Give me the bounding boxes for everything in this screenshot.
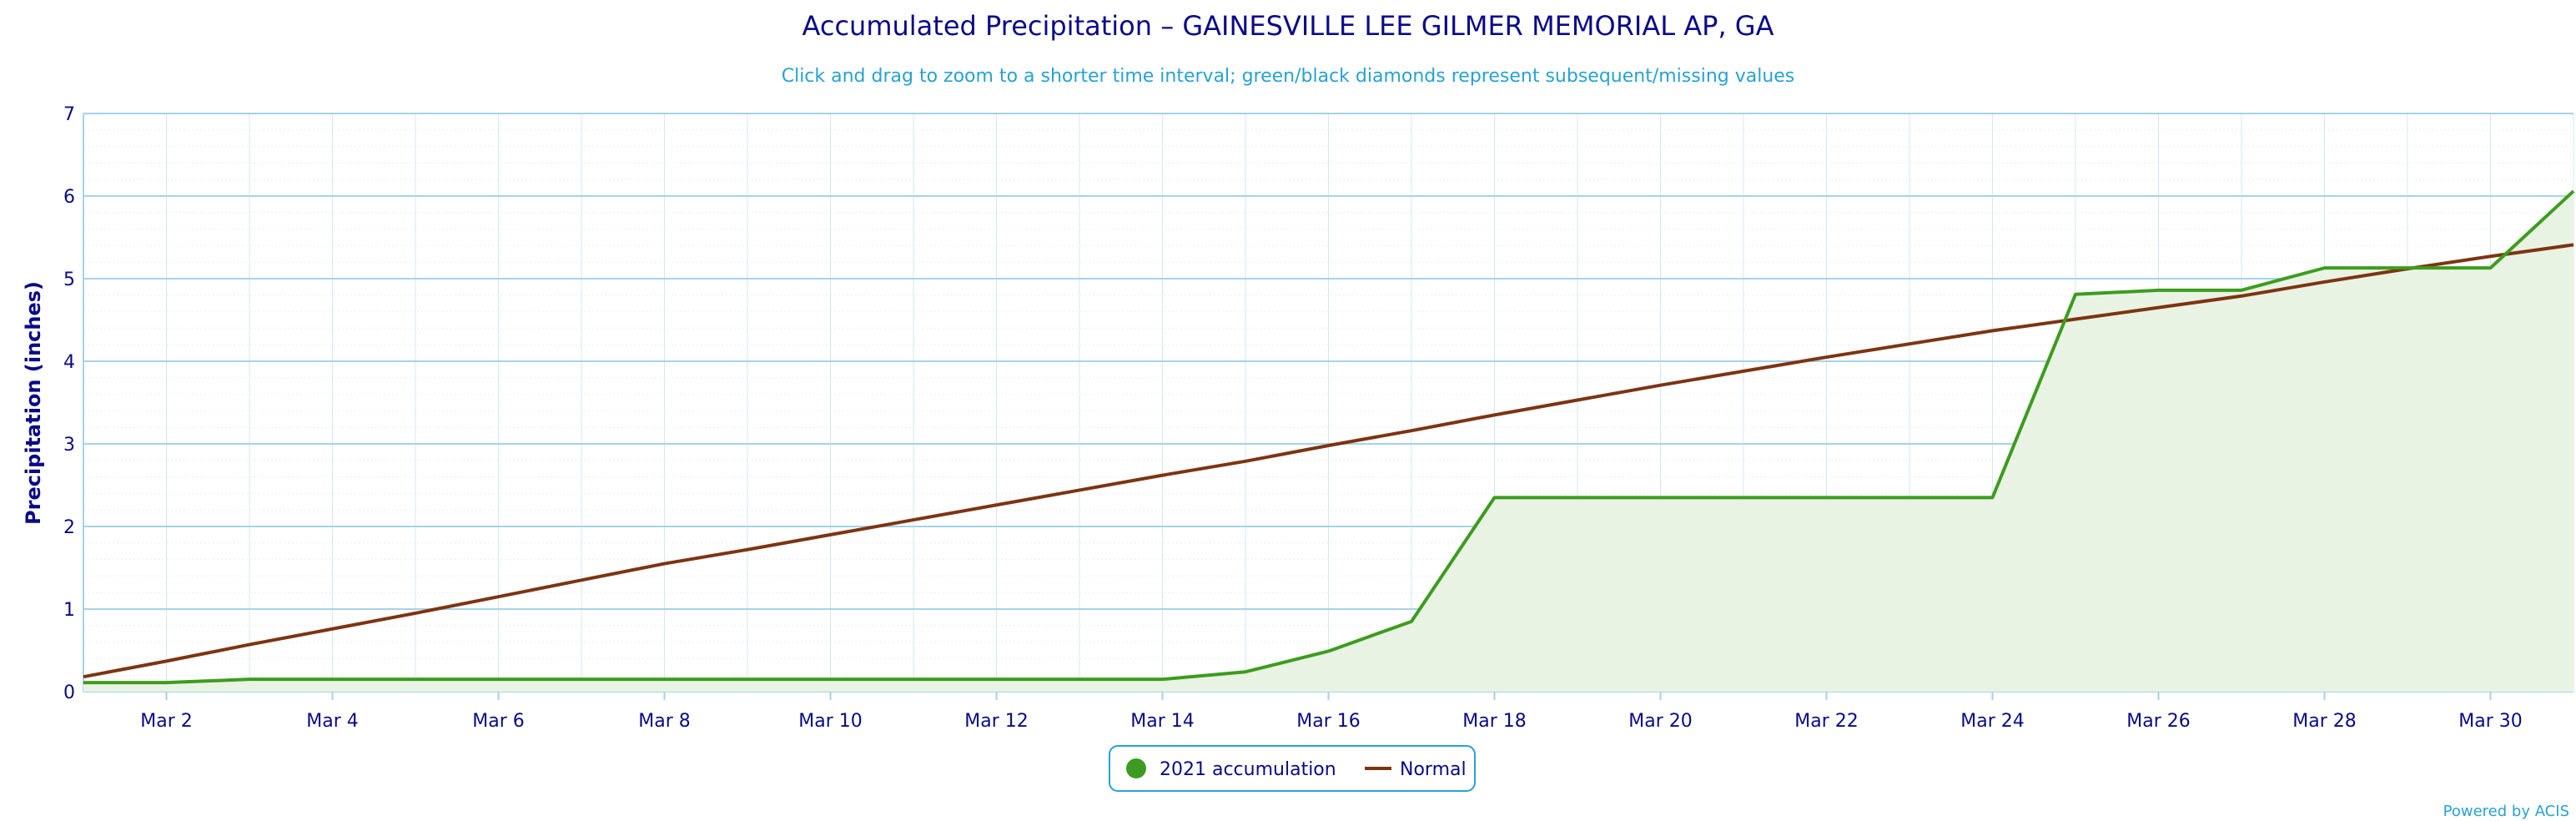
x-tick-label: Mar 16 — [1296, 711, 1361, 732]
x-tick-label: Mar 26 — [2126, 711, 2191, 732]
series-lines — [83, 189, 2575, 685]
x-tick-label: Mar 28 — [2292, 711, 2357, 732]
x-tick-label: Mar 2 — [140, 711, 193, 732]
x-tick-label: Mar 10 — [798, 711, 863, 732]
chart-title: Accumulated Precipitation – GAINESVILLE … — [802, 10, 1774, 42]
chart-subtitle: Click and drag to zoom to a shorter time… — [782, 66, 1795, 87]
x-tick-label: Mar 8 — [638, 711, 691, 732]
x-tick-label: Mar 30 — [2458, 711, 2523, 732]
y-axis-label: Precipitation (inches) — [22, 281, 45, 525]
legend-item-accumulation[interactable]: 2021 accumulation — [1126, 758, 1336, 780]
y-tick-label: 6 — [63, 187, 75, 208]
credit-link[interactable]: Powered by ACIS — [2443, 803, 2569, 820]
y-tick-label: 2 — [63, 517, 75, 538]
y-axis-ticks: 0 1 2 3 4 5 6 7 — [63, 104, 75, 703]
legend-label-accumulation: 2021 accumulation — [1160, 759, 1336, 780]
x-tick-label: Mar 24 — [1960, 711, 2025, 732]
y-tick-label: 4 — [63, 352, 75, 373]
x-tick-label: Mar 4 — [306, 711, 359, 732]
accumulation-line[interactable] — [83, 189, 2575, 685]
y-tick-label: 5 — [63, 269, 75, 290]
x-tick-label: Mar 12 — [964, 711, 1029, 732]
x-tick-label: Mar 20 — [1628, 711, 1693, 732]
y-tick-label: 3 — [63, 435, 75, 456]
y-tick-label: 0 — [63, 682, 75, 703]
legend: 2021 accumulation Normal — [1109, 745, 1476, 792]
legend-marker-accumulation — [1126, 758, 1146, 778]
normal-line[interactable] — [83, 243, 2574, 679]
accumulation-fill — [83, 191, 2573, 692]
legend-item-normal[interactable]: Normal — [1365, 759, 1467, 780]
x-tick-label: Mar 14 — [1130, 711, 1195, 732]
x-tick-label: Mar 18 — [1462, 711, 1527, 732]
y-tick-label: 1 — [63, 600, 75, 621]
legend-label-normal: Normal — [1400, 759, 1467, 780]
x-axis-ticks: Mar 2 Mar 4 Mar 6 Mar 8 Mar 10 Mar 12 Mar 14 Ma… — [140, 692, 2523, 732]
x-tick-label: Mar 6 — [472, 711, 525, 732]
legend-box — [1109, 745, 1476, 792]
x-tick-label: Mar 22 — [1794, 711, 1859, 732]
y-tick-label: 7 — [63, 104, 75, 125]
accumulation-area — [83, 191, 2573, 692]
